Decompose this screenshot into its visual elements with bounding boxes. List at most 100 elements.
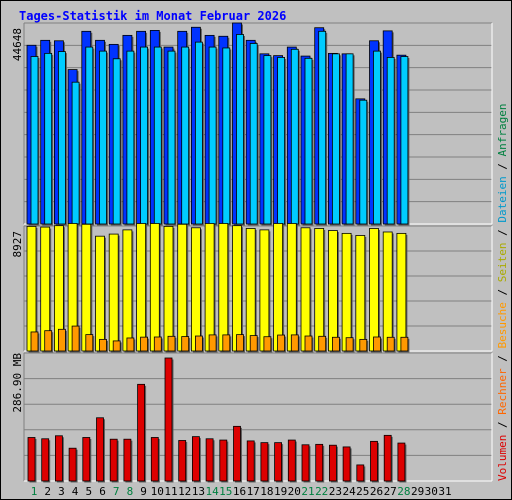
bar-seiten [136,223,147,352]
x-tick-label: 13 [192,485,205,498]
bar-volumen [109,438,118,482]
bar-dateien [44,52,53,225]
bar-volumen [41,438,50,482]
bar-dateien [85,46,94,225]
x-tick-label: 4 [72,485,79,498]
bar-seiten [259,229,270,352]
x-tick-label: 23 [329,485,342,498]
bar-volumen [219,439,228,482]
bar-seiten [190,227,201,352]
x-tick-label: 10 [151,485,164,498]
legend-dateien: Dateien [496,176,509,222]
bar-seiten [355,235,366,352]
bar-besuche [345,337,354,352]
bar-dateien [345,53,354,225]
bar-dateien [126,50,135,225]
bar-volumen [233,425,241,482]
bar-besuche [44,330,53,352]
bar-volumen [342,446,351,482]
bar-seiten [108,233,119,352]
x-tick-label: 7 [113,485,120,498]
bar-dateien [331,53,340,225]
x-tick-label: 12 [178,485,191,498]
x-tick-label: 20 [288,485,301,498]
plot-panel-3 [24,353,492,481]
bar-volumen [27,437,36,482]
bar-seiten [396,232,407,352]
bar-besuche [99,338,107,352]
bar-besuche [85,334,94,352]
bar-besuche [263,336,272,352]
x-tick-label: 1 [31,485,38,498]
bar-besuche [126,337,135,352]
bar-besuche [304,335,313,352]
x-tick-label: 14 [205,485,219,498]
bar-volumen [205,438,214,482]
bar-volumen [55,435,63,482]
bar-besuche [58,328,66,352]
x-tick-label: 25 [356,485,369,498]
chart-title: Tages-Statistik im Monat Februar 2026 [19,9,287,23]
bar-volumen [315,443,324,482]
x-tick-label: 5 [85,485,92,498]
bar-seiten [204,223,215,352]
bar-besuche [153,336,162,352]
bar-besuche [359,338,368,352]
bar-seiten [382,231,393,352]
bar-seiten [369,228,379,352]
bar-besuche [167,335,176,352]
bar-dateien [58,51,66,225]
x-tick-label: 22 [315,485,328,498]
bar-seiten [95,235,105,352]
bar-volumen [397,442,406,482]
bar-besuche [386,336,395,352]
x-tick-label: 21 [301,485,314,498]
bar-dateien [290,48,299,225]
bar-volumen [287,439,296,482]
bar-besuche [400,336,409,352]
bar-dateien [400,56,409,225]
bar-seiten [218,223,229,352]
bar-seiten [149,223,160,352]
bar-volumen [356,464,365,482]
bar-dateien [359,99,368,225]
x-tick-label: 26 [370,485,383,498]
bar-dateien [153,46,162,225]
bar-besuche [208,334,217,352]
bar-besuche [181,336,190,352]
bar-dateien [99,50,107,225]
x-tick-label: 6 [99,485,106,498]
legend-anfragen: Anfragen [496,103,509,156]
x-tick-label: 8 [127,485,134,498]
y-axis-max-label: 286.90 MB [11,353,24,413]
bar-besuche [30,331,39,352]
bar-dateien [304,57,313,225]
bar-volumen [246,440,255,482]
bar-volumen [178,440,187,482]
bar-besuche [222,334,231,352]
bar-seiten [286,223,297,352]
x-tick-label: 16 [233,485,246,498]
bar-volumen [137,383,146,482]
plot-panel-2 [24,226,492,351]
bar-volumen [328,444,337,482]
x-tick-label: 2 [44,485,51,498]
bar-seiten [232,225,242,352]
bar-volumen [260,442,269,482]
bar-volumen [82,437,91,482]
bar-besuche [318,335,327,352]
bar-dateien [194,41,203,225]
bar-besuche [112,340,121,352]
legend-separator: / [496,282,509,302]
bar-besuche [331,336,340,352]
legend-seiten: Seiten [496,243,509,283]
bar-seiten [122,229,133,352]
bar-volumen [370,440,378,482]
bar-seiten [245,228,256,352]
bar-dateien [386,57,395,225]
bar-volumen [150,437,159,482]
legend-rechner: Rechner [496,368,509,415]
legend-separator: / [496,156,509,176]
bar-dateien [373,50,381,225]
